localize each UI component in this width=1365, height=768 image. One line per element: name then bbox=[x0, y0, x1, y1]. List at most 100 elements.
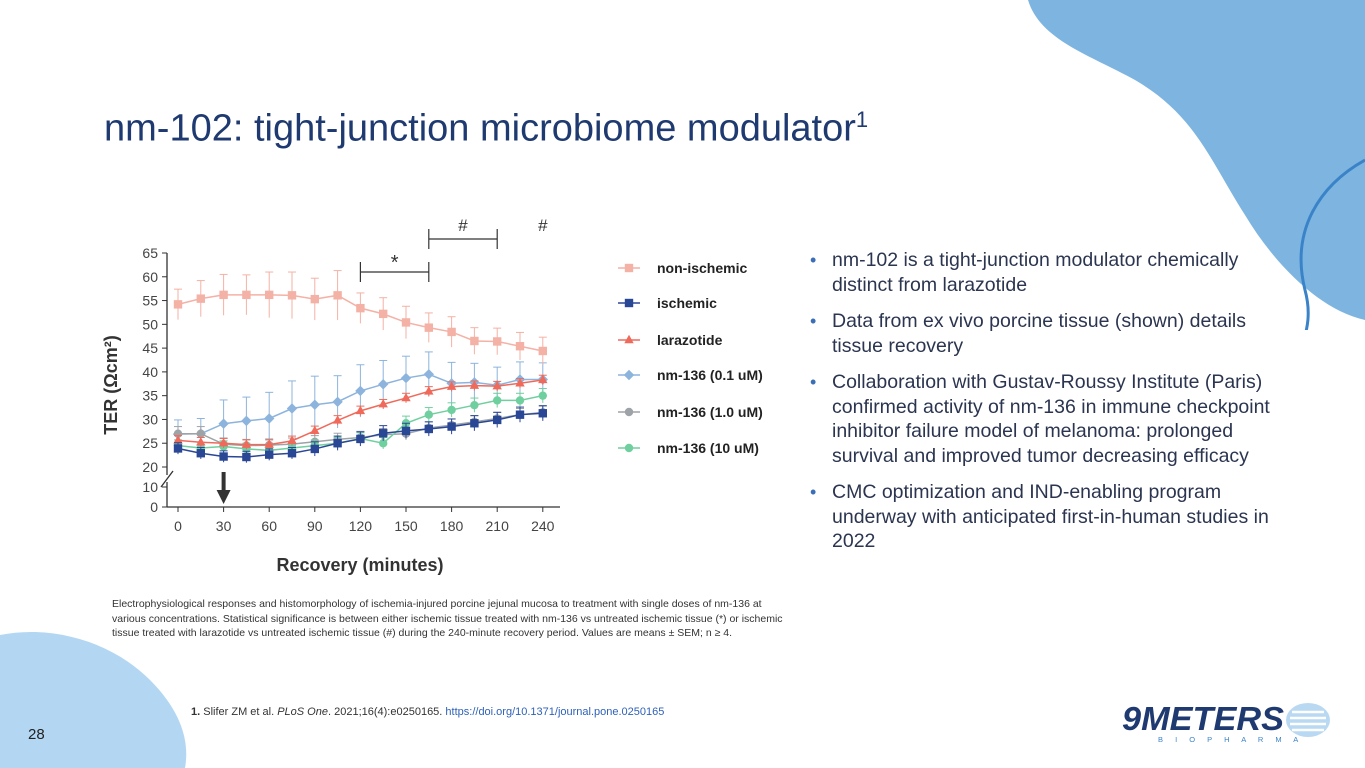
x-tick-label: 150 bbox=[394, 518, 418, 534]
x-tick-label: 60 bbox=[261, 518, 277, 534]
data-point bbox=[241, 415, 252, 427]
data-point bbox=[242, 290, 251, 300]
logo-intestine-icon bbox=[1286, 703, 1330, 737]
data-point bbox=[378, 399, 388, 408]
legend-label: ischemic bbox=[657, 295, 717, 311]
x-axis-title: Recovery (minutes) bbox=[276, 555, 443, 575]
y-tick-label: 65 bbox=[142, 245, 158, 261]
data-point bbox=[265, 290, 274, 300]
data-point bbox=[470, 419, 479, 428]
legend-marker-icon bbox=[624, 298, 634, 308]
data-point bbox=[424, 323, 433, 332]
data-point bbox=[379, 439, 388, 448]
data-point bbox=[355, 385, 366, 397]
data-point bbox=[424, 410, 433, 419]
data-point bbox=[173, 435, 183, 444]
footnote-number: 1. bbox=[191, 706, 201, 718]
bullet-item: • CMC optimization and IND-enabling progr… bbox=[810, 480, 1280, 554]
legend-marker-icon bbox=[624, 407, 634, 417]
y-tick-label: 25 bbox=[142, 435, 158, 451]
data-point bbox=[447, 422, 456, 431]
data-point bbox=[515, 342, 525, 351]
data-point bbox=[310, 425, 320, 435]
series-larazotide bbox=[173, 374, 548, 450]
data-point bbox=[287, 449, 297, 458]
bullet-dot-icon: • bbox=[810, 372, 817, 392]
y-tick-label: 35 bbox=[142, 388, 158, 404]
significance-symbol: # bbox=[538, 216, 548, 235]
data-point bbox=[333, 291, 342, 300]
data-point bbox=[469, 380, 480, 389]
data-point bbox=[446, 381, 457, 390]
data-point bbox=[401, 318, 411, 327]
bullet-item: • nm-102 is a tight-junction modulator ch… bbox=[810, 248, 1280, 297]
y-tick-label: 45 bbox=[142, 340, 158, 356]
data-point bbox=[332, 396, 343, 408]
data-point bbox=[515, 378, 525, 387]
data-point bbox=[196, 429, 205, 438]
title-footnote-marker: 1 bbox=[855, 107, 869, 132]
data-point bbox=[264, 413, 275, 424]
data-point bbox=[401, 392, 411, 402]
data-point bbox=[287, 435, 297, 445]
data-point bbox=[424, 424, 433, 434]
data-point bbox=[310, 444, 319, 454]
bullet-text: Collaboration with Gustav-Roussy Institu… bbox=[832, 371, 1270, 467]
legend-label: non-ischemic bbox=[657, 260, 747, 276]
figure-caption: Electrophysiological responses and histo… bbox=[112, 598, 783, 639]
legend-marker-icon bbox=[624, 443, 634, 453]
data-point bbox=[493, 337, 502, 346]
page-number: 28 bbox=[28, 726, 45, 743]
data-point bbox=[515, 410, 525, 419]
footnote-journal: PLoS One bbox=[277, 706, 328, 718]
doi-link[interactable]: https://doi.org/10.1371/journal.pone.025… bbox=[445, 706, 665, 718]
slide-title: nm-102: tight-junction microbiome modula… bbox=[104, 107, 868, 151]
data-point bbox=[173, 444, 183, 453]
data-point bbox=[286, 403, 298, 414]
data-point bbox=[492, 380, 502, 390]
data-point bbox=[218, 418, 229, 429]
footnote-citation: . 2021;16(4):e0250165. bbox=[327, 706, 446, 718]
legend-marker-icon bbox=[624, 334, 634, 344]
data-point bbox=[538, 409, 547, 418]
data-point bbox=[379, 429, 388, 438]
logo-sub-text: B I O P H A R M A bbox=[1158, 735, 1303, 744]
data-point bbox=[401, 426, 411, 436]
data-point bbox=[196, 294, 205, 303]
data-point bbox=[470, 336, 479, 346]
data-point bbox=[538, 346, 547, 356]
legend-marker-icon bbox=[624, 263, 634, 273]
bullet-list: • nm-102 is a tight-junction modulator ch… bbox=[810, 248, 1280, 566]
x-tick-label: 0 bbox=[174, 518, 182, 534]
x-tick-label: 210 bbox=[486, 518, 510, 534]
slide-title-text: nm-102: tight-junction microbiome modula… bbox=[104, 107, 856, 150]
y-tick-label: 0 bbox=[150, 499, 158, 515]
data-point bbox=[470, 400, 479, 410]
data-point bbox=[241, 439, 252, 448]
data-point bbox=[400, 372, 412, 384]
data-point bbox=[538, 391, 547, 400]
y-tick-label: 55 bbox=[142, 293, 158, 309]
data-point bbox=[447, 327, 456, 337]
legend-label: nm-136 (0.1 uM) bbox=[657, 367, 763, 383]
data-point bbox=[265, 450, 274, 459]
legend-label: nm-136 (1.0 uM) bbox=[657, 404, 763, 420]
logo-brand-text: 9METERS bbox=[1122, 700, 1284, 737]
data-point bbox=[515, 396, 525, 405]
legend-marker-icon bbox=[623, 369, 635, 381]
y-tick-label: 10 bbox=[142, 479, 158, 495]
data-point bbox=[356, 434, 365, 444]
legend-label: nm-136 (10 uM) bbox=[657, 440, 759, 456]
bullet-item: • Collaboration with Gustav-Roussy Instit… bbox=[810, 370, 1280, 468]
company-logo: 9METERS B I O P H A R M A bbox=[1122, 700, 1330, 744]
significance-symbol: * bbox=[391, 252, 399, 274]
y-tick-label: 30 bbox=[142, 411, 158, 427]
data-point bbox=[493, 396, 502, 405]
y-tick-label: 50 bbox=[142, 316, 158, 332]
y-tick-label: 20 bbox=[142, 459, 158, 475]
data-point bbox=[538, 374, 548, 384]
data-point bbox=[424, 386, 434, 395]
x-tick-label: 120 bbox=[349, 518, 373, 534]
data-point bbox=[219, 290, 228, 300]
data-point bbox=[379, 309, 388, 319]
